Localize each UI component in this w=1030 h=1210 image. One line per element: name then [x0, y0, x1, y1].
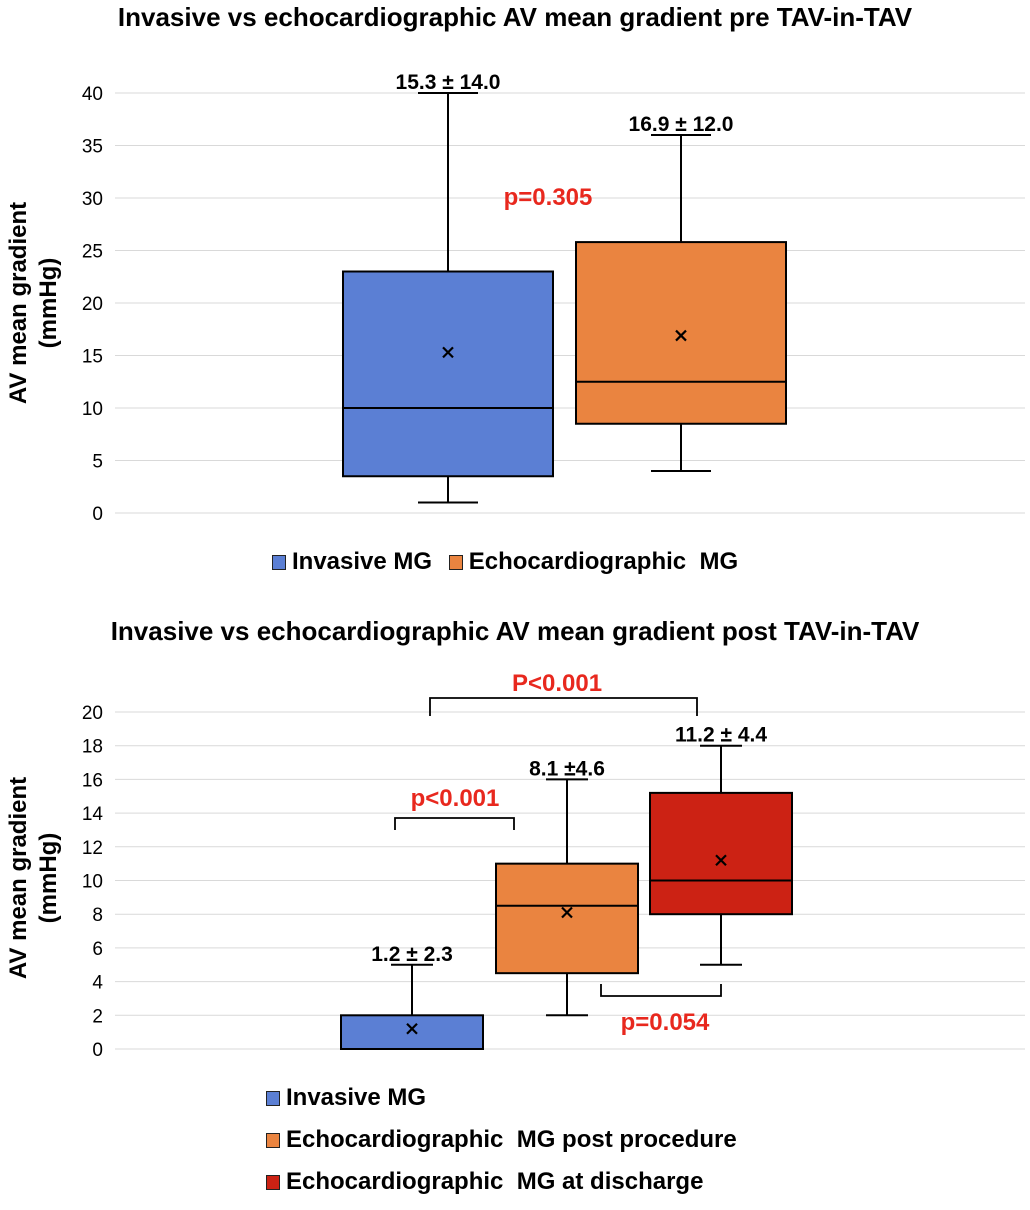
p-value-annotation: p<0.001 [411, 785, 500, 812]
y-tick-label: 0 [92, 504, 103, 525]
p-value-annotation: p=0.054 [621, 1009, 710, 1036]
y-tick-label: 15 [82, 347, 103, 368]
y-tick-label: 2 [92, 1006, 103, 1027]
mean-marker [715, 854, 727, 867]
chart-plot: 0 2 4 6 8 10 12 14 16 18 20 AV mean gradient (mmHg) 1… [5, 670, 1025, 1061]
significance-bracket [394, 817, 515, 830]
y-tick-label: 20 [82, 703, 103, 724]
y-tick-label: 35 [82, 137, 103, 158]
box-2 [649, 791, 793, 916]
legend-swatch [266, 1090, 280, 1106]
y-tick-label: 8 [92, 905, 103, 926]
y-axis-label: AV mean gradient [5, 777, 32, 979]
mean-marker [675, 329, 687, 342]
legend-item-echo-discharge: Echocardiographic MG at discharge [266, 1168, 737, 1196]
mean-marker [406, 1023, 418, 1035]
p-value-annotation: p=0.305 [504, 184, 593, 211]
significance-bracket [600, 984, 722, 997]
mean-marker [561, 906, 573, 919]
mean-marker [442, 346, 454, 359]
y-axis-label: (mmHg) [35, 258, 62, 349]
legend: Invasive MG Echocardiographic MG post pr… [266, 1084, 747, 1210]
data-label: 8.1 ±4.6 [529, 757, 605, 780]
y-tick-label: 12 [82, 838, 103, 859]
y-tick-label: 20 [82, 294, 103, 315]
data-label: 15.3 ± 14.0 [396, 71, 501, 94]
legend-item-echo-post: Echocardiographic MG post procedure [266, 1126, 737, 1154]
y-tick-label: 4 [92, 973, 103, 994]
y-axis-label: (mmHg) [35, 833, 62, 924]
y-tick-label: 5 [92, 452, 103, 473]
box-0 [340, 1014, 484, 1050]
data-label: 16.9 ± 12.0 [629, 113, 734, 136]
chart-title: Invasive vs echocardiographic AV mean gr… [117, 2, 913, 32]
chart-post: Invasive vs echocardiographic AV mean gr… [0, 600, 1030, 1200]
legend-item-echo: Echocardiographic MG [448, 548, 739, 576]
y-tick-label: 10 [82, 399, 103, 420]
y-tick-label: 18 [82, 737, 103, 758]
chart-plot: 0 5 10 15 20 25 30 35 40 AV mean gradient (mmHg) 15… [5, 71, 1025, 525]
chart-pre: Invasive vs echocardiographic AV mean gr… [0, 0, 1030, 590]
legend-label: Echocardiographic MG post procedure [286, 1126, 737, 1153]
legend-label: Invasive MG [286, 1084, 427, 1111]
y-tick-label: 0 [92, 1040, 103, 1061]
y-axis-label: AV mean gradient [5, 202, 32, 404]
y-tick-label: 14 [82, 804, 104, 825]
data-label: 1.2 ± 2.3 [371, 943, 453, 966]
box-1 [575, 241, 787, 425]
significance-bracket [429, 697, 698, 716]
chart-title: Invasive vs echocardiographic AV mean gr… [110, 616, 920, 646]
legend: Invasive MG Echocardiographic MG [272, 548, 748, 577]
legend-swatch [266, 1174, 280, 1190]
y-tick-label: 16 [82, 770, 103, 791]
box-0 [342, 270, 554, 478]
y-tick-label: 25 [82, 242, 103, 263]
legend-item-invasive: Invasive MG [266, 1084, 737, 1112]
legend-label: Invasive MG [292, 548, 433, 575]
y-tick-label: 40 [82, 84, 103, 105]
box-1 [495, 862, 639, 975]
data-label: 11.2 ± 4.4 [675, 724, 767, 747]
legend-label: Echocardiographic MG at discharge [286, 1168, 704, 1195]
legend-swatch [272, 554, 286, 570]
legend-item-invasive: Invasive MG [272, 548, 432, 576]
y-tick-label: 30 [82, 189, 103, 210]
y-tick-label: 6 [92, 939, 103, 960]
legend-label: Echocardiographic MG [468, 548, 739, 575]
legend-swatch [266, 1132, 280, 1148]
p-value-annotation: P<0.001 [512, 670, 602, 697]
y-tick-label: 10 [82, 872, 103, 893]
legend-swatch [448, 554, 463, 570]
